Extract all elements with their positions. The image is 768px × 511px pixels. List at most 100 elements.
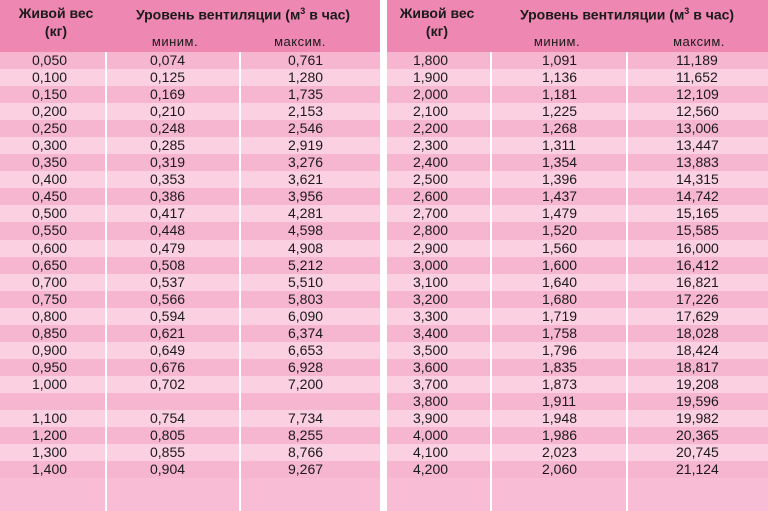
weight-cell: 0,750 bbox=[32, 290, 68, 307]
min-cell: 1,719 bbox=[542, 307, 578, 324]
min-cell: 1,225 bbox=[542, 103, 578, 120]
min-cell: 1,796 bbox=[542, 341, 578, 358]
table-row: 0,100 0,125 1,280 bbox=[0, 69, 380, 87]
table-row: 0,550 0,448 4,598 bbox=[0, 222, 380, 240]
table-row: 0,650 0,508 5,212 bbox=[0, 256, 380, 274]
column-divider bbox=[105, 52, 107, 511]
weight-cell: 3,000 bbox=[413, 256, 449, 273]
weight-cell: 0,350 bbox=[32, 154, 68, 171]
min-cell: 1,680 bbox=[542, 290, 578, 307]
max-cell: 19,596 bbox=[676, 392, 719, 409]
table-row: 3,400 1,758 18,028 bbox=[387, 324, 768, 342]
weight-cell: 3,100 bbox=[413, 273, 449, 290]
max-cell: 1,735 bbox=[288, 86, 324, 103]
max-cell: 0,761 bbox=[288, 52, 324, 68]
min-cell: 1,311 bbox=[542, 137, 576, 154]
min-cell: 0,537 bbox=[150, 273, 186, 290]
max-column-header: максим. bbox=[673, 34, 725, 49]
weight-cell: 2,100 bbox=[413, 103, 449, 120]
weight-header-line2: (кг) bbox=[425, 23, 449, 39]
max-cell: 4,281 bbox=[288, 205, 324, 222]
max-cell: 4,908 bbox=[288, 239, 324, 256]
min-cell: 0,904 bbox=[150, 461, 186, 478]
weight-cell: 0,650 bbox=[32, 256, 68, 273]
table-row: 3,600 1,835 18,817 bbox=[387, 358, 768, 376]
weight-cell: 1,900 bbox=[413, 69, 449, 86]
table-row: 3,800 1,911 19,596 bbox=[387, 392, 768, 410]
table-row: 0,300 0,285 2,919 bbox=[0, 137, 380, 155]
weight-cell: 0,200 bbox=[32, 103, 68, 120]
weight-cell: 0,500 bbox=[32, 205, 68, 222]
table-row: 1,300 0,855 8,766 bbox=[0, 444, 380, 462]
min-cell: 0,566 bbox=[150, 290, 186, 307]
weight-cell: 3,800 bbox=[413, 392, 449, 409]
max-cell: 16,821 bbox=[676, 273, 719, 290]
table-row bbox=[0, 392, 380, 410]
weight-cell: 0,800 bbox=[32, 307, 68, 324]
max-cell: 1,280 bbox=[288, 69, 324, 86]
min-cell: 1,948 bbox=[542, 409, 578, 426]
min-cell: 2,060 bbox=[542, 461, 578, 478]
min-cell: 1,268 bbox=[542, 120, 578, 137]
table-row: 0,900 0,649 6,653 bbox=[0, 341, 380, 359]
min-column-header: миним. bbox=[151, 34, 199, 49]
min-cell: 0,074 bbox=[150, 52, 186, 68]
max-cell: 20,745 bbox=[676, 444, 719, 461]
weight-cell: 0,400 bbox=[32, 171, 68, 188]
table-row: 2,400 1,354 13,883 bbox=[387, 154, 768, 172]
max-cell: 6,653 bbox=[288, 341, 324, 358]
min-cell: 1,835 bbox=[542, 358, 578, 375]
max-cell: 2,546 bbox=[288, 120, 324, 137]
weight-cell: 1,300 bbox=[32, 444, 68, 461]
weight-header-line1: Живой вес bbox=[18, 5, 94, 21]
weight-cell: 3,900 bbox=[413, 409, 449, 426]
max-cell: 7,734 bbox=[288, 409, 324, 426]
ventilation-column-header: Уровень вентиляции (м3 в час) bbox=[135, 6, 351, 23]
table-row: 3,900 1,948 19,982 bbox=[387, 409, 768, 428]
column-divider bbox=[626, 52, 628, 511]
max-cell: 8,255 bbox=[288, 427, 324, 444]
weight-cell: 1,000 bbox=[32, 375, 68, 392]
min-cell: 1,479 bbox=[542, 205, 578, 222]
max-cell: 3,276 bbox=[288, 154, 324, 171]
weight-cell: 0,100 bbox=[32, 69, 68, 86]
table-row: 2,700 1,479 15,165 bbox=[387, 205, 768, 223]
max-cell: 19,208 bbox=[676, 375, 719, 392]
max-cell: 11,652 bbox=[676, 69, 718, 86]
min-cell: 0,386 bbox=[150, 188, 186, 205]
max-cell: 6,928 bbox=[288, 358, 324, 375]
max-cell: 17,629 bbox=[676, 307, 719, 324]
weight-cell: 2,800 bbox=[413, 222, 449, 239]
min-cell: 0,248 bbox=[150, 120, 186, 137]
max-cell: 20,365 bbox=[676, 427, 719, 444]
max-cell: 5,803 bbox=[288, 290, 324, 307]
min-cell: 1,600 bbox=[542, 256, 578, 273]
min-cell: 1,560 bbox=[542, 239, 578, 256]
weight-cell: 1,800 bbox=[413, 52, 449, 68]
table-row: 0,700 0,537 5,510 bbox=[0, 273, 380, 291]
min-cell: 0,479 bbox=[150, 239, 186, 256]
left-table-body: 0,050 0,074 0,761 0,100 0,125 1,280 0,150 0,169… bbox=[0, 52, 380, 479]
table-row: 1,800 1,091 11,189 bbox=[387, 52, 768, 70]
weight-column-header: Живой вес (кг) bbox=[18, 4, 94, 40]
min-cell: 0,319 bbox=[150, 154, 186, 171]
table-row: 2,300 1,311 13,447 bbox=[387, 137, 768, 155]
max-cell: 18,424 bbox=[676, 341, 719, 358]
weight-header-line1: Живой вес bbox=[399, 5, 475, 21]
min-cell: 0,125 bbox=[150, 69, 186, 86]
weight-cell: 0,900 bbox=[32, 341, 68, 358]
weight-cell: 2,600 bbox=[413, 188, 449, 205]
table-row: 4,100 2,023 20,745 bbox=[387, 444, 768, 462]
max-cell: 6,090 bbox=[288, 307, 324, 324]
weight-cell: 0,550 bbox=[32, 222, 68, 239]
min-cell: 0,448 bbox=[150, 222, 186, 239]
weight-cell: 4,200 bbox=[413, 461, 449, 478]
ventilation-column-header: Уровень вентиляции (м3 в час) bbox=[519, 6, 735, 23]
min-cell: 0,285 bbox=[150, 137, 186, 154]
weight-cell: 0,250 bbox=[32, 120, 68, 137]
left-table-header: Живой вес (кг) Уровень вентиляции (м3 в … bbox=[0, 0, 380, 52]
max-cell: 12,109 bbox=[676, 86, 719, 103]
min-cell: 0,855 bbox=[150, 444, 186, 461]
max-cell: 5,510 bbox=[288, 273, 324, 290]
min-cell: 1,640 bbox=[542, 273, 578, 290]
